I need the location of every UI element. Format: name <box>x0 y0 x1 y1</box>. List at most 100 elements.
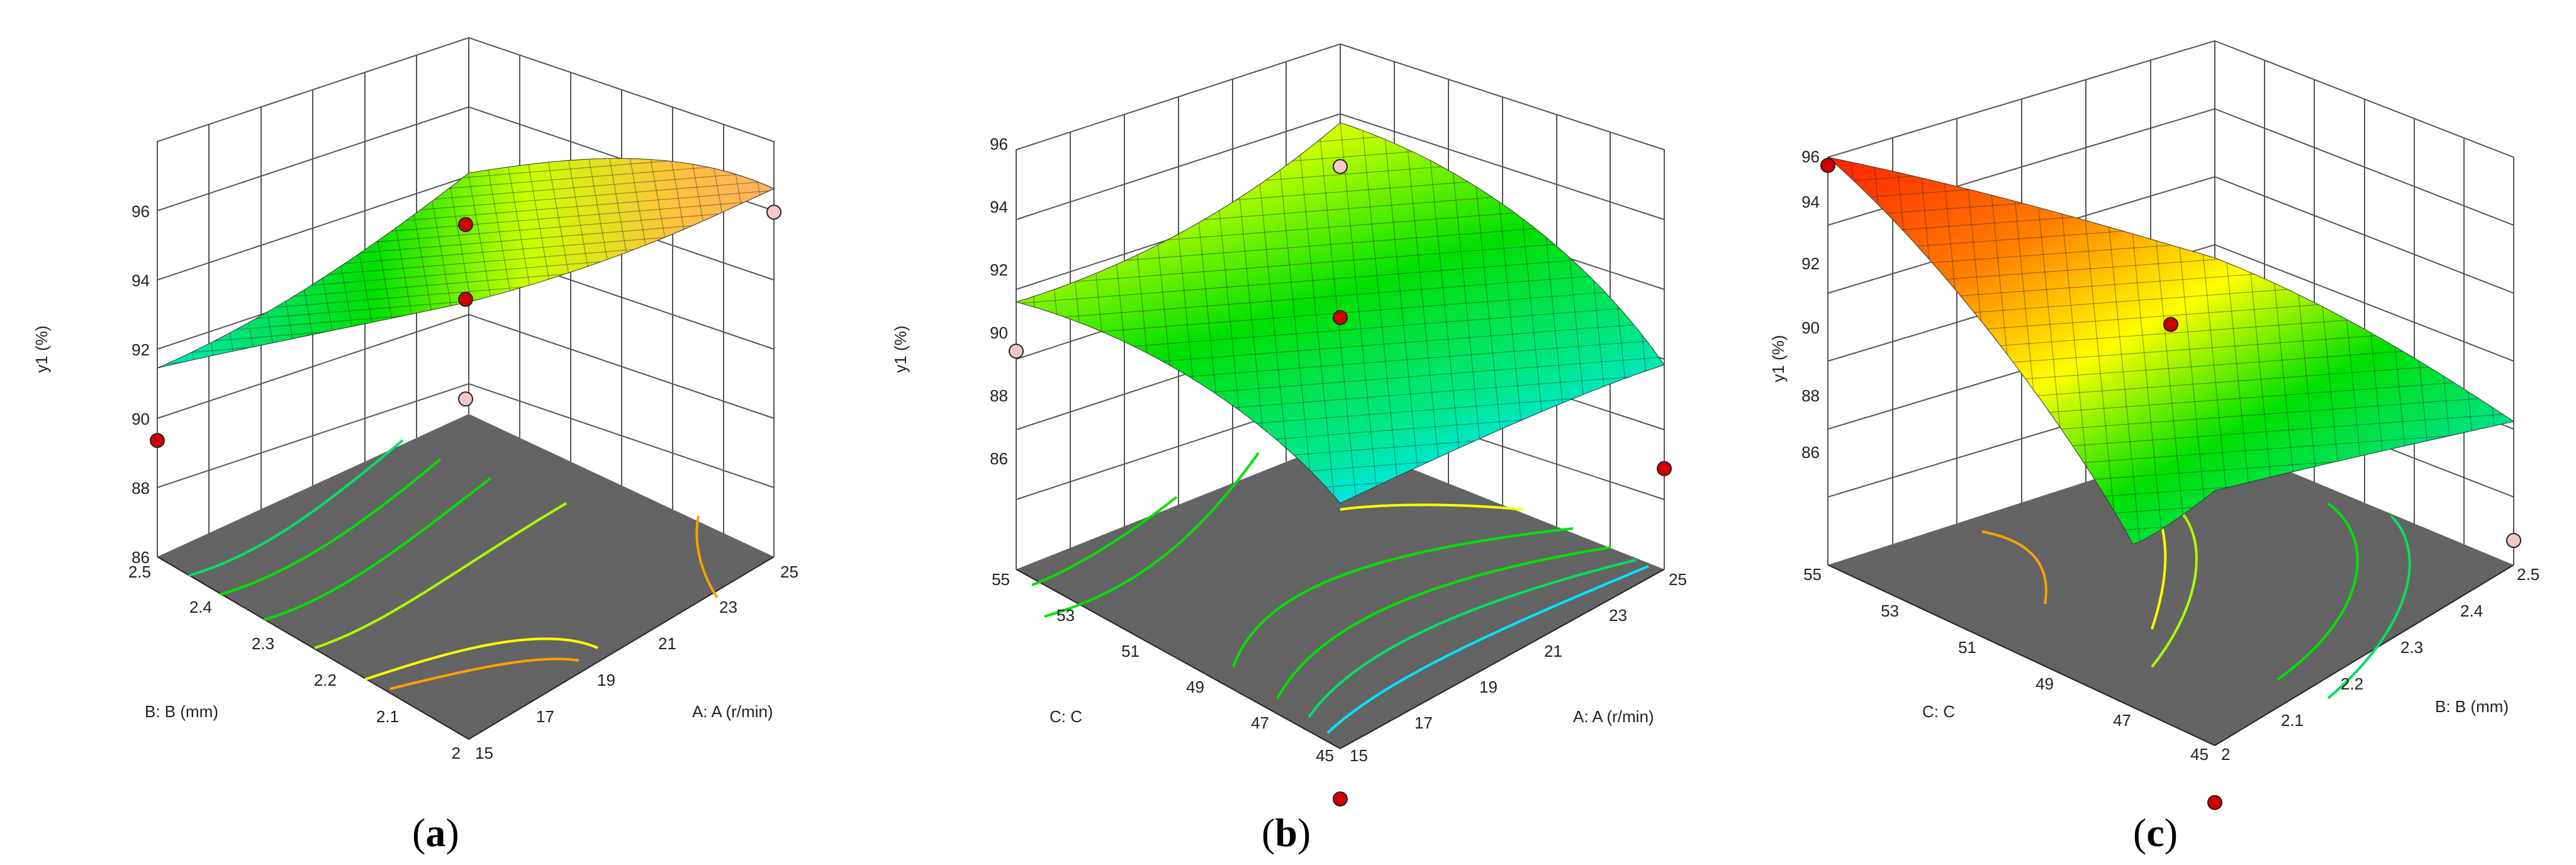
z-tick: 96 <box>132 202 150 221</box>
design-point-2 <box>1333 310 1348 325</box>
mesh-line <box>2079 157 2118 544</box>
design-point-4 <box>1333 791 1348 806</box>
x-tick: 17 <box>536 707 554 726</box>
design-point-5 <box>1657 460 1672 476</box>
floor-plane <box>1016 440 1664 749</box>
response-surface <box>157 158 775 369</box>
z-tick: 92 <box>132 340 150 359</box>
z-tick: 90 <box>132 410 150 428</box>
panel-caption: (a) <box>412 810 459 855</box>
z-tick: 86 <box>1801 443 1820 462</box>
mesh-line <box>157 342 774 368</box>
x-tick: 19 <box>1479 678 1498 696</box>
mesh-line <box>1383 123 1422 503</box>
mesh-line <box>1664 123 1702 503</box>
y-tick-labels: 55 53 51 49 47 45 <box>992 570 1334 765</box>
z-tick-labels: 86 88 90 92 94 96 <box>1801 147 1820 462</box>
mesh-line <box>1828 157 2514 201</box>
x-tick: 17 <box>1414 713 1433 732</box>
mesh-line <box>753 158 774 368</box>
y-axis-label: C: C <box>1050 707 1082 726</box>
design-points <box>150 204 781 449</box>
z-axis-label: y1 (%) <box>32 325 51 372</box>
x-tick: 2.4 <box>2460 601 2483 620</box>
mesh-line <box>1016 123 1055 503</box>
design-point-2 <box>2163 316 2178 332</box>
x-tick: 2.5 <box>2517 565 2540 584</box>
mesh-line <box>157 158 196 368</box>
mesh-line <box>2422 157 2461 544</box>
z-tick: 94 <box>1801 193 1820 211</box>
z-tick: 94 <box>990 198 1008 216</box>
x-tick: 23 <box>1609 606 1627 625</box>
design-points <box>1009 159 1672 806</box>
y-tick: 55 <box>1803 565 1822 584</box>
z-axis-label: y1 (%) <box>1769 335 1788 382</box>
z-tick: 96 <box>1801 147 1820 166</box>
x-tick: 21 <box>1544 642 1562 661</box>
x-tick: 2.3 <box>2400 638 2423 657</box>
chart-panel-b: 86 88 90 92 94 96 y1 (%) 55 53 51 49 47 … <box>891 43 1702 855</box>
contour-lines <box>1031 452 1649 734</box>
y-axis-label: C: C <box>1922 702 1955 721</box>
mesh-line <box>2399 157 2438 544</box>
contour-lines <box>188 439 719 690</box>
y-tick: 2.2 <box>314 671 337 689</box>
y-tick: 51 <box>1121 642 1140 661</box>
x-tick: 21 <box>658 634 676 653</box>
y-tick: 2 <box>452 744 461 762</box>
mesh-line <box>1016 270 1664 321</box>
y-tick: 53 <box>1881 601 1899 620</box>
y-tick: 45 <box>2190 745 2209 764</box>
panel-caption: (c) <box>2133 810 2178 855</box>
x-axis-label: A: A (r/min) <box>692 702 773 721</box>
mesh-line <box>1404 123 1443 503</box>
x-tick: 2 <box>2221 745 2230 764</box>
z-axis-label: y1 (%) <box>891 325 910 372</box>
y-tick: 49 <box>1186 678 1204 696</box>
x-tick-labels: 15 17 19 21 23 25 <box>475 562 798 762</box>
design-point-3 <box>1333 159 1348 174</box>
z-tick: 90 <box>1801 318 1820 337</box>
mesh-line <box>2490 157 2514 544</box>
panel-caption: (b) <box>1262 810 1311 855</box>
y-axis-label: B: B (mm) <box>145 702 218 721</box>
z-tick: 94 <box>132 271 150 290</box>
design-point-2 <box>458 291 473 307</box>
y-tick: 2.4 <box>189 598 212 617</box>
y-tick: 2.1 <box>376 707 399 726</box>
z-tick-labels: 86 88 90 92 94 96 <box>132 202 150 567</box>
design-point-1 <box>1820 158 1835 173</box>
mesh-line <box>1340 123 1379 503</box>
y-tick-labels: 2.5 2.4 2.3 2.2 2.1 2 <box>128 562 461 762</box>
x-tick: 2.2 <box>2341 674 2363 693</box>
x-tick: 25 <box>1669 570 1687 589</box>
mesh-line <box>1016 252 1664 304</box>
x-tick: 15 <box>1350 746 1368 765</box>
z-tick: 92 <box>1801 254 1820 273</box>
design-point-3 <box>458 217 473 232</box>
x-tick: 23 <box>719 598 737 617</box>
z-tick: 96 <box>990 135 1008 153</box>
y-tick: 47 <box>2113 711 2131 730</box>
mesh-line <box>1642 123 1664 503</box>
y-tick: 45 <box>1316 746 1334 765</box>
design-point-5 <box>766 204 781 220</box>
x-tick: 25 <box>780 562 798 581</box>
y-tick: 49 <box>2036 674 2054 693</box>
mesh-line <box>1275 123 1314 503</box>
design-point-4 <box>2506 533 2521 549</box>
design-point-1 <box>1009 343 1024 359</box>
mesh-line <box>773 158 774 368</box>
z-tick: 86 <box>990 449 1008 468</box>
x-tick: 19 <box>597 671 615 689</box>
design-points <box>1820 158 2521 810</box>
design-point-4 <box>458 391 473 407</box>
mesh-line <box>2513 157 2514 544</box>
chart-panel-c: 86 88 90 92 94 96 y1 (%) 55 53 51 49 47 … <box>1769 40 2540 855</box>
y-tick: 2.3 <box>252 634 274 653</box>
z-tick: 92 <box>990 260 1008 279</box>
x-tick-labels: 15 17 19 21 23 25 <box>1350 570 1687 765</box>
response-surface <box>1827 157 2515 545</box>
